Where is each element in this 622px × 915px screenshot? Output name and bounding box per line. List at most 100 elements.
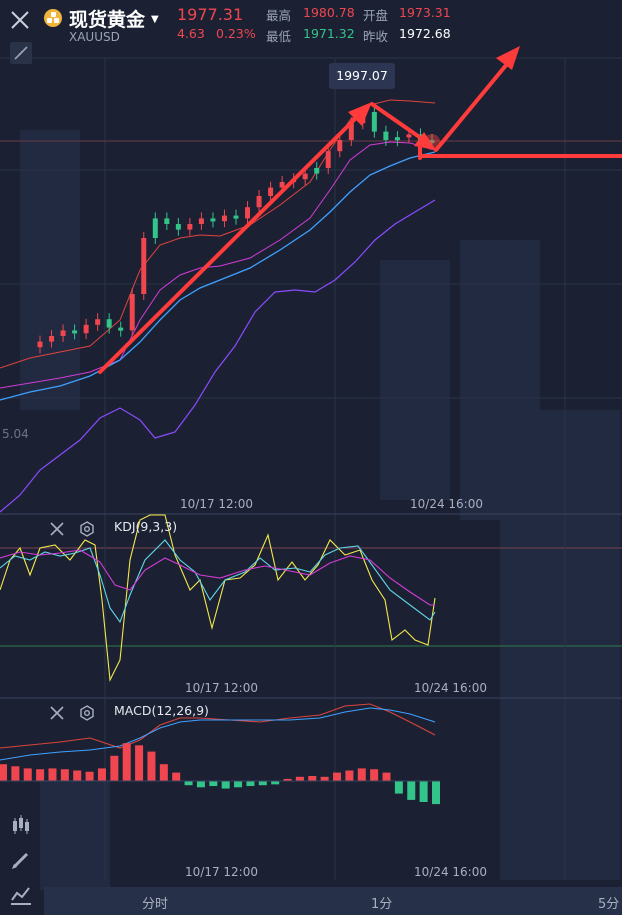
left-edge-value: 5.04	[2, 427, 29, 441]
candle-body	[406, 134, 412, 138]
macd-bar	[11, 766, 20, 781]
macd-histogram	[0, 743, 440, 805]
settings-icon[interactable]	[79, 521, 95, 537]
close-icon[interactable]	[8, 8, 32, 32]
macd-x-label-1: 10/17 12:00	[185, 865, 258, 879]
macd-bar	[271, 781, 280, 785]
ma-line	[0, 151, 436, 401]
candle-body	[245, 207, 251, 219]
candle-body	[429, 140, 435, 143]
low-label: 最低	[266, 29, 292, 44]
macd-bar	[184, 781, 193, 786]
gold-logo-icon	[44, 9, 62, 27]
macd-bar	[196, 781, 205, 788]
candle-body	[60, 330, 66, 336]
macd-bar	[0, 764, 7, 781]
macd-bar	[97, 768, 106, 781]
macd-bar	[345, 770, 354, 781]
macd-bar	[258, 781, 267, 786]
candle-body	[129, 294, 135, 331]
macd-title: MACD(12,26,9)	[114, 703, 209, 718]
candle-body	[348, 123, 354, 140]
collapse-icon[interactable]	[10, 42, 32, 64]
macd-bar	[246, 781, 255, 787]
macd-bar	[172, 772, 181, 781]
pen-tool-icon[interactable]	[8, 847, 34, 873]
candle-body	[141, 238, 147, 294]
macd-bar	[283, 778, 292, 781]
close-icon[interactable]	[49, 705, 65, 721]
high-label: 最高	[266, 8, 292, 23]
macd-bar	[432, 781, 440, 805]
candle-body	[279, 182, 285, 188]
kdj-d-line	[0, 549, 435, 606]
macd-dea-line	[0, 707, 436, 761]
candle-body	[72, 330, 78, 334]
prev-close-label: 昨收	[363, 29, 389, 44]
price-tooltip: 1997.07	[329, 63, 395, 89]
candle-body	[118, 327, 124, 331]
candle-body	[164, 218, 170, 224]
macd-bar	[295, 776, 304, 781]
candle-body	[325, 151, 331, 168]
candle-body	[221, 215, 227, 222]
kdj-j-line	[0, 514, 436, 682]
candle-body	[337, 140, 343, 152]
tab-1min[interactable]: 1分	[371, 897, 393, 912]
candle-body	[152, 218, 158, 238]
candle-body	[233, 215, 239, 219]
macd-bar	[394, 781, 403, 794]
period-tab-bar	[44, 887, 622, 915]
trend-annotation	[98, 46, 622, 374]
close-icon[interactable]	[49, 521, 65, 537]
main-x-label-1: 10/17 12:00	[180, 497, 253, 511]
macd-bar	[73, 770, 82, 781]
macd-bar	[382, 772, 391, 781]
last-price: 1977.31	[177, 5, 244, 24]
instrument-symbol: XAUUSD	[69, 30, 120, 44]
sub-grid	[104, 514, 566, 880]
candle-body	[383, 131, 389, 140]
macd-bar	[23, 768, 32, 781]
macd-bar	[147, 751, 156, 781]
current-price-dot	[424, 134, 440, 150]
boll-mid-line	[0, 141, 436, 389]
background-buildings	[20, 130, 620, 890]
candle-body	[210, 218, 216, 222]
kdj-x-label-2: 10/24 16:00	[414, 681, 487, 695]
chevron-down-icon[interactable]: ▼	[151, 14, 159, 25]
price-change-pct: 0.23%	[216, 26, 256, 41]
macd-bar	[48, 768, 57, 781]
prev-close-value: 1972.68	[399, 26, 451, 41]
candle-body	[95, 319, 101, 325]
macd-x-label-2: 10/24 16:00	[414, 865, 487, 879]
candle-body	[371, 112, 377, 132]
candle-body	[83, 324, 89, 334]
candle-body	[302, 173, 308, 180]
macd-bar	[85, 771, 94, 781]
indicator-tool-icon[interactable]	[8, 882, 34, 908]
open-label: 开盘	[363, 8, 389, 23]
high-value: 1980.78	[303, 5, 355, 20]
candle-body	[394, 137, 400, 141]
tab-timeshare[interactable]: 分时	[142, 897, 169, 912]
macd-bar	[135, 745, 144, 781]
instrument-title[interactable]: 现货黄金	[69, 9, 146, 31]
macd-bar	[110, 755, 119, 781]
macd-bar	[333, 772, 342, 781]
macd-bar	[419, 781, 428, 802]
tab-5min[interactable]: 5分	[598, 897, 620, 912]
candle-body	[314, 168, 320, 174]
main-grid	[0, 57, 622, 514]
macd-bar	[36, 769, 45, 781]
low-value: 1971.32	[303, 26, 355, 41]
macd-bar	[209, 781, 218, 787]
candle-body	[49, 336, 55, 342]
open-value: 1973.31	[399, 5, 451, 20]
candle-body	[268, 187, 274, 196]
candlestick-tool-icon[interactable]	[8, 812, 34, 838]
candle-body	[198, 218, 204, 224]
settings-icon[interactable]	[79, 705, 95, 721]
main-x-label-2: 10/24 16:00	[410, 497, 483, 511]
